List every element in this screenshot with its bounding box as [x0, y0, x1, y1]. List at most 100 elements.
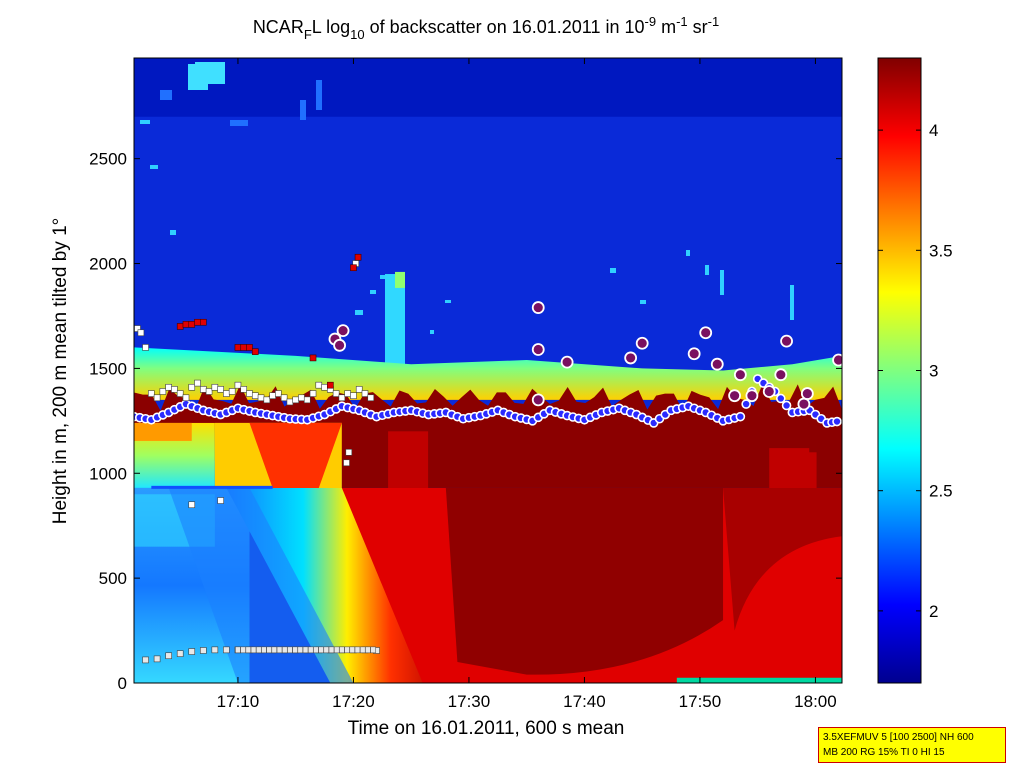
y-axis-label: Height in m, 200 m mean tilted by 1°: [50, 218, 71, 524]
cloud-marker: [336, 324, 350, 338]
x-tick-label: 17:50: [679, 692, 722, 711]
cbar-tick-label: 4: [929, 121, 938, 140]
lower-square-marker: [333, 646, 340, 654]
lower-square-marker: [292, 646, 298, 654]
streak: [720, 270, 724, 295]
square-marker: [298, 394, 305, 402]
x-tick-label: 18:00: [794, 692, 837, 711]
cloud-marker: [531, 393, 545, 407]
square-marker: [263, 396, 271, 404]
cloud-marker: [560, 355, 574, 369]
square-marker: [338, 394, 346, 402]
red-square-marker: [188, 321, 196, 328]
parameter-info-box: 3.5XEFMUV 5 [100 2500] NH 600 MB 200 RG …: [818, 727, 1006, 763]
y-tick-label: 1500: [89, 359, 127, 378]
streak: [705, 265, 709, 275]
streak: [355, 310, 363, 315]
square-marker: [205, 388, 213, 395]
plot-frame: [133, 57, 843, 684]
cloud-wisp: [230, 120, 248, 126]
cloud-marker: [728, 389, 741, 403]
cbar-tick-label: 3: [929, 362, 938, 381]
red-square-marker: [234, 344, 242, 351]
cloud-marker: [333, 338, 346, 352]
red-square-marker: [199, 318, 207, 326]
lower-square-marker: [302, 646, 309, 654]
streak: [140, 120, 150, 124]
lower-square-marker: [318, 646, 324, 654]
cloud-base-marker: [775, 393, 786, 404]
transition-blue: [168, 487, 354, 683]
streak: [610, 268, 616, 273]
lower-square-marker: [153, 655, 161, 663]
lower-square-marker: [370, 646, 376, 654]
streak: [445, 300, 451, 303]
square-marker: [275, 390, 282, 397]
mid-red: [249, 422, 342, 488]
chart-title: NCARFL log10 of backscatter on 16.01.201…: [253, 14, 719, 42]
square-marker: [361, 390, 369, 397]
square-marker: [240, 386, 248, 393]
square-marker: [344, 390, 351, 397]
heatmap-plot-area: [134, 58, 842, 683]
square-marker: [153, 394, 161, 402]
cloud-marker: [624, 351, 638, 365]
cloud-wisp: [316, 80, 322, 110]
red-square-marker: [194, 318, 201, 326]
cloud-marker: [687, 347, 701, 361]
x-tick-label: 17:40: [563, 692, 606, 711]
streak: [170, 230, 176, 235]
cloud-marker: [733, 368, 747, 382]
square-marker: [355, 386, 363, 393]
streak: [790, 285, 794, 320]
cbar-tick-label: 2.5: [929, 482, 953, 501]
red-square-marker: [251, 348, 259, 355]
ground-strip: [676, 677, 842, 683]
square-marker: [217, 497, 224, 504]
lower-right-red: [723, 487, 842, 631]
square-marker: [165, 383, 172, 391]
lower-square-marker: [271, 646, 278, 654]
square-marker: [211, 383, 219, 391]
square-marker: [228, 388, 236, 395]
streak: [430, 330, 434, 334]
lower-square-marker: [307, 646, 314, 654]
square-marker: [303, 396, 311, 404]
square-marker: [223, 390, 230, 397]
cloud-marker: [832, 353, 842, 367]
cloud-marker: [710, 357, 724, 371]
lower-square-marker: [261, 646, 267, 654]
square-marker: [343, 459, 350, 467]
square-marker: [345, 448, 353, 456]
square-marker: [350, 392, 357, 399]
square-marker: [257, 394, 265, 402]
lower-square-marker: [349, 646, 356, 654]
lower-square-marker: [250, 646, 257, 654]
lower-square-marker: [323, 646, 330, 654]
square-marker: [217, 386, 224, 393]
square-marker: [148, 390, 155, 397]
square-marker: [188, 383, 196, 391]
lower-square-marker: [223, 646, 230, 654]
y-tick-label: 1000: [89, 464, 127, 483]
cloud-marker: [797, 397, 811, 411]
lower-square-marker: [297, 646, 304, 654]
red-square-marker: [246, 344, 253, 351]
cloud-marker: [635, 336, 649, 350]
square-marker: [251, 392, 259, 399]
lower-square-marker: [211, 646, 219, 654]
x-tick-label: 17:10: [217, 692, 260, 711]
square-marker: [199, 386, 207, 393]
layer-line: [151, 485, 273, 489]
square-marker: [246, 390, 253, 397]
info-line-2: MB 200 RG 15% TI 0 HI 15: [823, 747, 945, 758]
square-marker: [315, 381, 323, 389]
cbar-tick-label: 3.5: [929, 241, 953, 260]
plume: [385, 274, 405, 373]
cloud-base-marker: [832, 416, 842, 427]
square-marker: [286, 398, 294, 406]
lower-square-marker: [235, 646, 241, 654]
y-axis-ticks: 0 500 1000 1500 2000 2500: [89, 150, 842, 693]
marker-layer: [134, 253, 842, 664]
square-marker: [188, 501, 196, 509]
